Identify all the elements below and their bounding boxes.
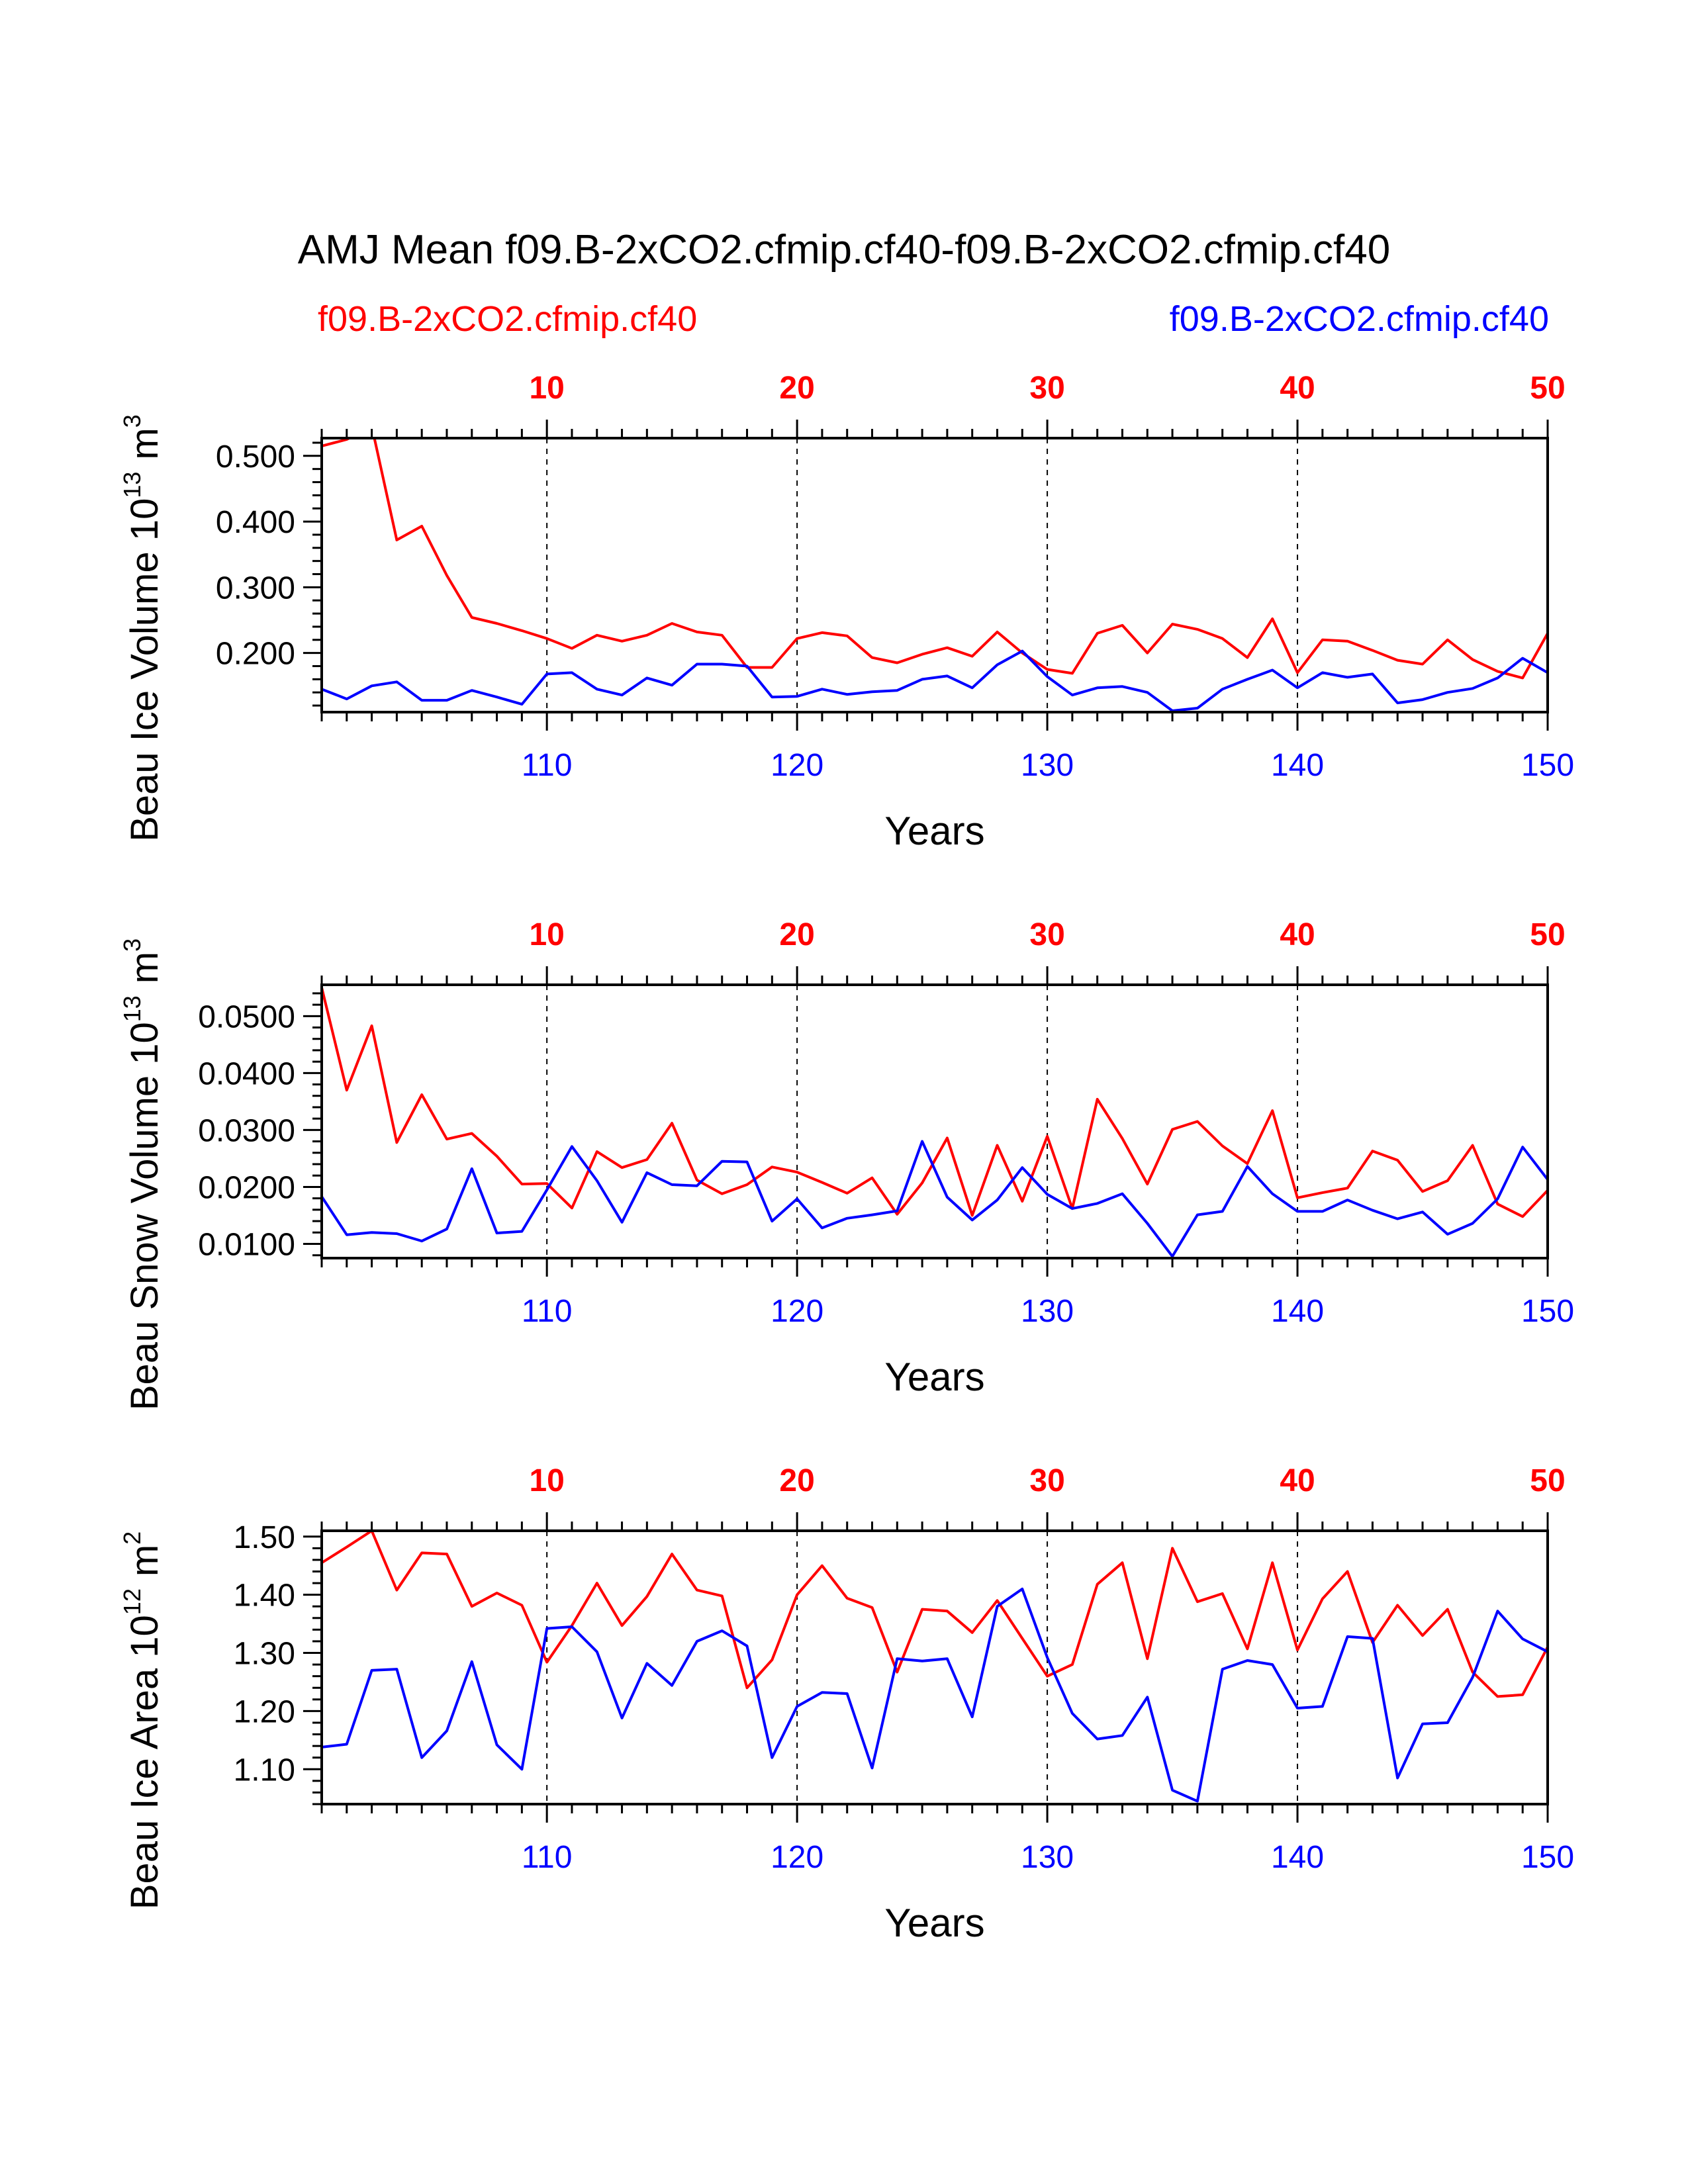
top-x-tick-label: 50 (1530, 917, 1565, 952)
top-x-tick-label: 50 (1530, 1463, 1565, 1498)
bottom-x-tick-label: 140 (1271, 1840, 1324, 1875)
top-x-tick-label: 30 (1029, 1463, 1064, 1498)
bottom-x-tick-label: 150 (1521, 748, 1574, 783)
top-x-tick-label: 40 (1280, 371, 1315, 406)
plot-frame (320, 437, 1549, 713)
bottom-x-tick-label: 150 (1521, 1294, 1574, 1329)
top-x-tick-label: 40 (1280, 917, 1315, 952)
y-tick-label: 0.400 (216, 505, 295, 540)
y-axis-label-base: Beau Ice Area 10 (123, 1615, 166, 1909)
plot-frame (320, 983, 1549, 1259)
y-tick-label: 0.0500 (198, 999, 295, 1034)
bottom-x-tick-label: 140 (1271, 748, 1324, 783)
x-axis-label: Years (884, 809, 984, 853)
chart-panel-3: 1.10 1.20 1.30 1.40 1.50 10 20 30 40 50 110 120 130 1… (118, 1463, 1574, 1945)
y-axis-label-unit-exponent: 3 (118, 414, 146, 428)
y-tick-label: 0.300 (216, 570, 295, 606)
y-axis-label-unit: m (123, 1545, 166, 1576)
series-line-red (322, 438, 1548, 680)
y-tick-label: 0.0300 (198, 1113, 295, 1148)
bottom-x-tick-label: 110 (522, 748, 573, 783)
series-line-blue (322, 1587, 1548, 1803)
y-axis-label-unit: m (123, 428, 166, 459)
top-x-tick-label: 20 (779, 371, 814, 406)
top-x-tick-label: 20 (779, 917, 814, 952)
y-axis-label-exponent: 12 (118, 1588, 146, 1615)
figure-title: AMJ Mean f09.B-2xCO2.cfmip.cf40-f09.B-2x… (298, 227, 1390, 273)
y-tick-label: 1.50 (234, 1520, 295, 1555)
top-x-tick-label: 20 (779, 1463, 814, 1498)
y-tick-label: 1.40 (234, 1578, 295, 1614)
bottom-x-tick-label: 120 (771, 1840, 823, 1875)
bottom-x-tick-label: 130 (1021, 748, 1074, 783)
y-tick-label: 1.10 (234, 1752, 295, 1788)
chart-panel-1: 0.200 0.300 0.400 0.500 10 20 30 40 50 110 120 130 1… (118, 371, 1574, 853)
series-line-blue (322, 649, 1548, 712)
blue-case-label: f09.B-2xCO2.cfmip.cf40 (1170, 299, 1549, 339)
red-case-label: f09.B-2xCO2.cfmip.cf40 (318, 299, 697, 339)
bottom-x-tick-label: 130 (1021, 1294, 1074, 1329)
top-x-tick-label: 10 (529, 371, 564, 406)
y-axis-label-unit-exponent: 3 (118, 938, 146, 952)
y-axis-label: Beau Ice Volume 1013 m3 (118, 414, 166, 842)
y-axis-label-base: Beau Ice Volume 10 (123, 498, 166, 842)
top-x-tick-label: 50 (1530, 371, 1565, 406)
y-axis-label: Beau Snow Volume 1013 m3 (118, 938, 166, 1410)
y-axis-label-unit: m (123, 952, 166, 983)
plot-frame (320, 1529, 1549, 1805)
bottom-x-tick-label: 110 (522, 1840, 573, 1875)
y-axis-label-exponent: 13 (118, 472, 146, 498)
bottom-x-tick-label: 130 (1021, 1840, 1074, 1875)
x-axis-label: Years (884, 1355, 984, 1399)
series-line-red (322, 1531, 1548, 1698)
y-tick-label: 0.0100 (198, 1227, 295, 1262)
y-tick-label: 1.20 (234, 1694, 295, 1729)
y-tick-label: 0.0400 (198, 1056, 295, 1091)
y-axis-label-unit-exponent: 2 (118, 1531, 146, 1545)
y-axis-label-exponent: 13 (118, 995, 146, 1022)
series-line-red (322, 987, 1548, 1218)
series-line-blue (322, 1140, 1548, 1258)
y-tick-label: 1.30 (234, 1637, 295, 1672)
x-axis-label: Years (884, 1901, 984, 1945)
y-tick-label: 0.200 (216, 637, 295, 672)
y-tick-label: 0.500 (216, 439, 295, 475)
bottom-x-tick-label: 110 (522, 1294, 573, 1329)
top-x-tick-label: 10 (529, 917, 564, 952)
bottom-x-tick-label: 120 (771, 748, 823, 783)
y-axis-label-base: Beau Snow Volume 10 (123, 1022, 166, 1410)
bottom-x-tick-label: 150 (1521, 1840, 1574, 1875)
bottom-x-tick-label: 140 (1271, 1294, 1324, 1329)
bottom-x-tick-label: 120 (771, 1294, 823, 1329)
top-x-tick-label: 40 (1280, 1463, 1315, 1498)
top-x-tick-label: 30 (1029, 371, 1064, 406)
chart-panel-2: 0.0100 0.0200 0.0300 0.0400 0.0500 10 20 30 40 50… (118, 917, 1574, 1410)
top-x-tick-label: 30 (1029, 917, 1064, 952)
y-axis-label: Beau Ice Area 1012 m2 (118, 1531, 166, 1909)
top-x-tick-label: 10 (529, 1463, 564, 1498)
y-tick-label: 0.0200 (198, 1170, 295, 1205)
